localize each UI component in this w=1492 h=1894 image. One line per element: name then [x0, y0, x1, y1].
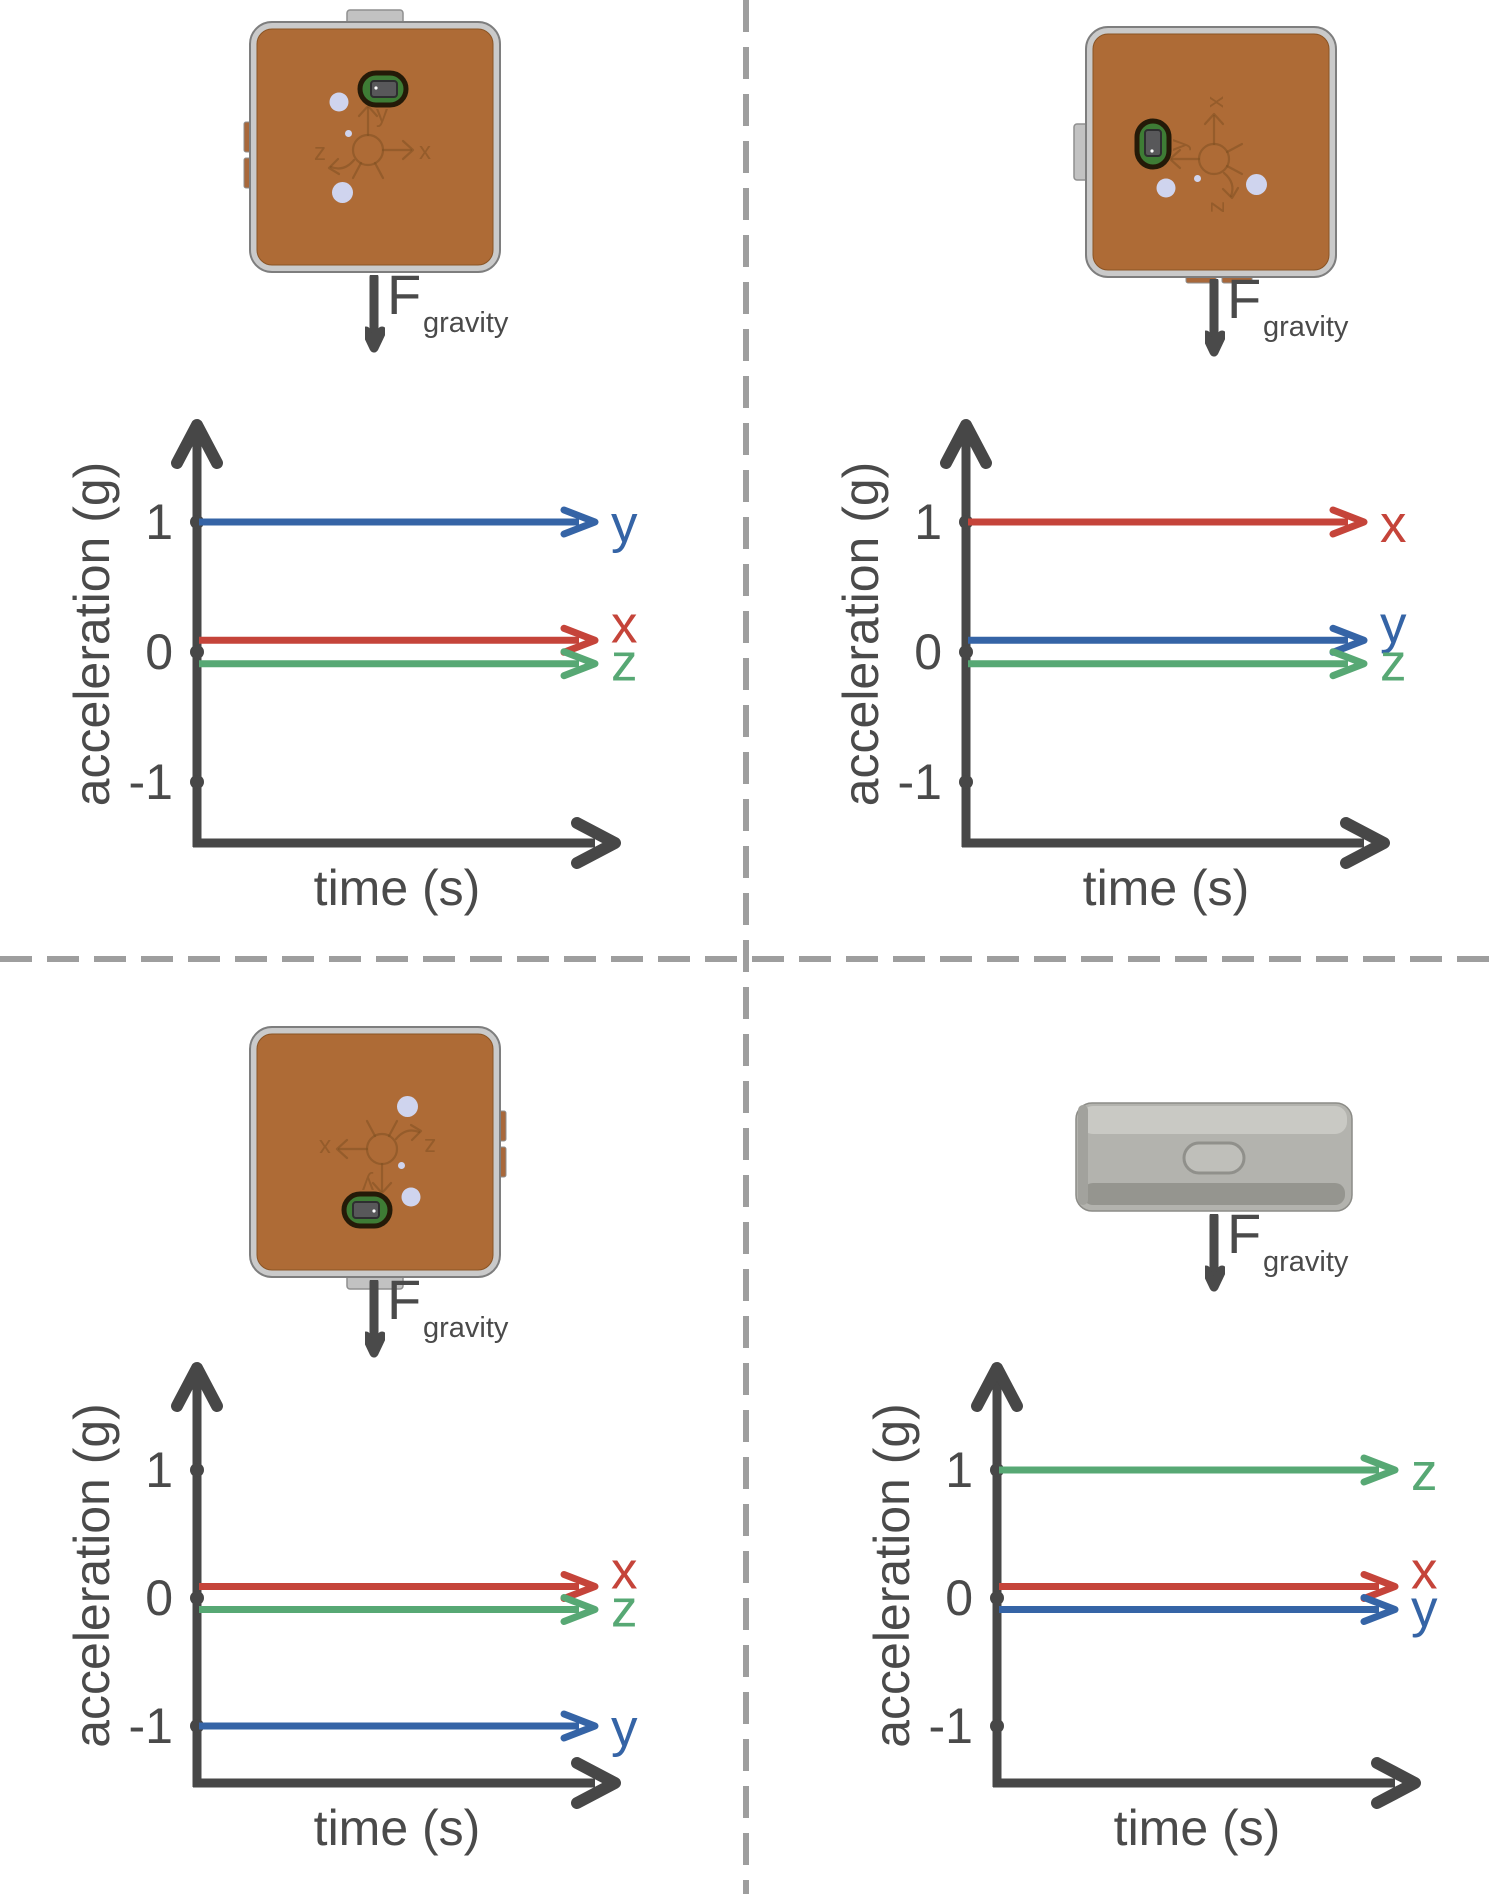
y-tick-label: 0: [945, 1570, 973, 1626]
gravity-force-annotation: F gravity: [1205, 1206, 1435, 1302]
gravity-force-annotation: F gravity: [365, 1272, 595, 1368]
force-subscript: gravity: [1263, 311, 1349, 343]
tick-dot: [990, 1719, 1004, 1733]
x-axis-title: time (s): [1083, 860, 1250, 916]
x-axis-arrowhead-icon: [1371, 1757, 1421, 1809]
y-tick-label: -1: [929, 1698, 973, 1754]
y-tick-label: 1: [945, 1442, 973, 1498]
series-label-x: x: [611, 1541, 638, 1600]
tick-dot: [190, 775, 204, 789]
series-arrowhead-y-icon: [1329, 624, 1368, 656]
series-arrowhead-x-icon: [560, 624, 599, 656]
y-tick-label: 1: [145, 494, 173, 550]
x-axis-arrowhead-icon: [571, 1757, 621, 1809]
tick-dot: [190, 1591, 204, 1605]
gravity-arrow-icon: [1205, 279, 1225, 357]
device-board-usb-up: [240, 4, 510, 282]
x-axis-title: time (s): [1114, 1800, 1281, 1856]
series-label-y: y: [1411, 1580, 1438, 1639]
device-enclosure-flat: [1074, 1101, 1354, 1213]
series-label-y: y: [1380, 595, 1407, 654]
horizontal-dashed-divider: [0, 956, 1492, 962]
y-tick-label: 0: [914, 624, 942, 680]
y-axis-title: acceleration (g): [64, 462, 120, 807]
y-axis-arrowhead-icon: [171, 1362, 223, 1412]
tick-dot: [190, 1463, 204, 1477]
y-axis-arrowhead-icon: [171, 419, 223, 469]
series-label-x: x: [1380, 495, 1407, 554]
series-arrowhead-y-icon: [1360, 1594, 1399, 1626]
y-axis-title: acceleration (g): [833, 462, 889, 807]
tick-dot: [959, 645, 973, 659]
tick-dot: [990, 1591, 1004, 1605]
force-symbol: F: [1227, 267, 1262, 330]
series-label-x: x: [1411, 1541, 1438, 1600]
y-tick-label: -1: [129, 754, 173, 810]
gravity-arrow-icon: [1205, 1214, 1225, 1292]
series-label-z: z: [1380, 634, 1407, 693]
series-label-z: z: [1411, 1443, 1438, 1502]
series-arrowhead-z-icon: [560, 648, 599, 680]
series-label-y: y: [611, 495, 638, 554]
series-label-x: x: [611, 595, 638, 654]
series-label-z: z: [611, 1580, 638, 1639]
force-subscript: gravity: [423, 1312, 509, 1344]
series-arrowhead-x-icon: [1329, 506, 1368, 538]
series-arrowhead-z-icon: [560, 1594, 599, 1626]
x-axis-arrowhead-icon: [571, 817, 621, 869]
series-arrowhead-z-icon: [1329, 648, 1368, 680]
tick-dot: [190, 645, 204, 659]
y-tick-label: 0: [145, 624, 173, 680]
gravity-force-annotation: F gravity: [365, 267, 595, 363]
series-arrowhead-x-icon: [1360, 1570, 1399, 1602]
force-subscript: gravity: [1263, 1246, 1349, 1278]
y-tick-label: -1: [129, 1698, 173, 1754]
gravity-force-annotation: F gravity: [1205, 271, 1435, 367]
y-axis-title: acceleration (g): [864, 1403, 920, 1748]
device-board-usb-down: [240, 1017, 510, 1295]
device-board-usb-left: [1068, 17, 1346, 287]
force-symbol: F: [1227, 1202, 1262, 1265]
x-axis-arrowhead-icon: [1340, 817, 1390, 869]
series-arrowhead-z-icon: [1360, 1454, 1399, 1486]
series-label-y: y: [611, 1699, 638, 1758]
y-tick-label: 1: [145, 1442, 173, 1498]
x-axis-title: time (s): [314, 1800, 481, 1856]
force-symbol: F: [387, 1268, 422, 1331]
y-axis-arrowhead-icon: [940, 419, 992, 469]
y-axis-title: acceleration (g): [64, 1403, 120, 1748]
series-arrowhead-y-icon: [560, 1710, 599, 1742]
y-tick-label: 0: [145, 1570, 173, 1626]
y-tick-label: -1: [898, 754, 942, 810]
gravity-arrow-icon: [365, 275, 385, 353]
force-subscript: gravity: [423, 307, 509, 339]
series-arrowhead-y-icon: [560, 506, 599, 538]
y-tick-label: 1: [914, 494, 942, 550]
y-axis-arrowhead-icon: [971, 1362, 1023, 1412]
vertical-dashed-divider: [743, 0, 749, 1894]
series-arrowhead-x-icon: [560, 1570, 599, 1602]
force-symbol: F: [387, 263, 422, 326]
x-axis-title: time (s): [314, 860, 481, 916]
series-label-z: z: [611, 634, 638, 693]
tick-dot: [959, 775, 973, 789]
